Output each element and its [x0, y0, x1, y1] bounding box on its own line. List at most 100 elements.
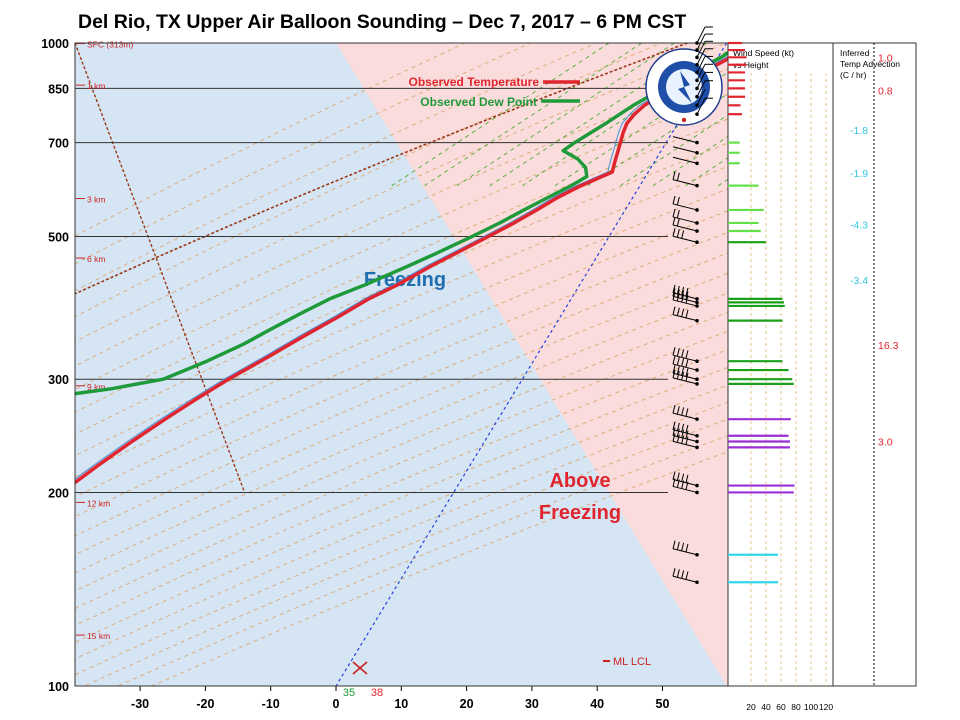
- guide-lines: [75, 43, 728, 686]
- surface-dewpoint-label: 35: [343, 687, 355, 699]
- wind-barb-shaft: [672, 377, 698, 385]
- wind-barb-shaft: [672, 479, 698, 487]
- wind-barb-flag: [676, 285, 680, 295]
- pressure-tick-label: 100: [48, 680, 69, 694]
- legend-temp-label: Observed Temperature: [409, 75, 540, 89]
- legend-dew-label: Observed Dew Point: [420, 95, 537, 109]
- pressure-tick-label: 700: [48, 137, 69, 151]
- wind-barb-station: [695, 304, 699, 308]
- freezing-isotherm: [335, 43, 728, 686]
- wind-barb-flag: [676, 289, 680, 298]
- wind-barb-station: [695, 417, 699, 421]
- height-label: 1 km: [87, 81, 105, 91]
- height-label: 12 km: [87, 498, 110, 508]
- advection-value-label: -3.4: [850, 275, 868, 287]
- parcel-trace-2: [75, 43, 246, 493]
- wind-barb-station: [695, 483, 699, 488]
- wind-tick-label: 20: [746, 702, 756, 712]
- dry-adiabat-line: [75, 142, 728, 435]
- wind-barb-flag: [672, 306, 676, 315]
- wind-barb-flag: [676, 229, 680, 238]
- pressure-tick-label: 500: [48, 231, 69, 245]
- dry-adiabat-line: [75, 330, 728, 610]
- wind-barb-flag: [685, 430, 689, 439]
- dry-adiabat-line: [75, 292, 728, 574]
- wind-barb-flag: [672, 369, 676, 379]
- wind-barb-shaft: [672, 363, 698, 371]
- x-tick-label: 0: [333, 697, 340, 711]
- x-tick-label: 50: [656, 697, 670, 711]
- x-tick-label: 30: [525, 697, 539, 711]
- pressure-tick-label: 200: [48, 486, 69, 500]
- above-freezing-label-2: Freezing: [539, 502, 621, 524]
- wind-barb-shaft: [672, 299, 698, 307]
- wind-barb-flag: [676, 479, 680, 488]
- height-label: 6 km: [87, 254, 105, 264]
- wind-barb-flag: [672, 228, 676, 237]
- wind-barb-flag: [685, 368, 689, 377]
- wind-barb-flag: [672, 365, 676, 374]
- wind-barb-flag: [685, 309, 689, 319]
- wind-barb-flag: [681, 480, 685, 489]
- advection-value-label: 0.8: [878, 86, 893, 98]
- wind-tick-label: 40: [761, 702, 771, 712]
- wind-barb-shaft: [672, 314, 698, 322]
- wind-barb-flag: [676, 292, 680, 302]
- region-backgrounds: [75, 43, 728, 686]
- dry-adiabat-line: [75, 188, 728, 478]
- wind-barb-station: [695, 433, 699, 438]
- x-tick-label: 40: [590, 697, 604, 711]
- advection-value-label: -1.8: [850, 125, 868, 137]
- wind-barb-station: [695, 490, 699, 495]
- wind-barb-flag: [685, 350, 689, 359]
- wind-barb-flag: [681, 308, 685, 317]
- wind-tick-label: 60: [776, 702, 786, 712]
- wind-barb-station: [695, 359, 699, 363]
- dry-adiabat-line: [75, 384, 728, 660]
- advection-value-label: 3.0: [878, 437, 893, 449]
- chart-title: Del Rio, TX Upper Air Balloon Sounding –…: [78, 11, 687, 33]
- wind-barb-shaft: [672, 412, 698, 420]
- wind-barb-flag: [685, 373, 689, 382]
- wind-barb-flag: [672, 421, 676, 430]
- wind-barb-flag: [685, 287, 689, 297]
- wind-barb-flag: [672, 405, 676, 414]
- wind-barb-shaft: [696, 72, 706, 89]
- advection-value-label: -4.3: [850, 219, 868, 231]
- wind-barb-flag: [672, 568, 676, 577]
- wind-barb-flag: [681, 570, 685, 579]
- wind-barb-shaft: [672, 136, 698, 144]
- dry-adiabat-line: [75, 210, 728, 498]
- wind-barb-shaft: [696, 97, 706, 115]
- wind-barb-flag: [676, 366, 680, 375]
- wind-barb-flag: [672, 471, 676, 480]
- wind-barb-flag: [681, 542, 685, 552]
- wind-barb-flag: [676, 357, 680, 366]
- advection-title-1: Inferred: [840, 48, 870, 58]
- dry-adiabat-line: [75, 93, 728, 391]
- wind-barb-flag: [685, 359, 689, 368]
- wind-barb-flag: [681, 371, 685, 381]
- wind-barb-station: [695, 382, 699, 386]
- wind-tick-label: 100: [804, 702, 818, 712]
- pressure-tick-label: 850: [48, 82, 69, 96]
- advection-value-label: 1.0: [878, 53, 893, 65]
- advection-title-3: (C / hr): [840, 70, 867, 80]
- wind-barb-flag: [681, 429, 685, 438]
- wind-barb-flag: [676, 348, 680, 357]
- wind-barb-flag: [685, 571, 689, 580]
- wind-barb-flag: [672, 355, 676, 365]
- surface-marker-b: [352, 661, 368, 675]
- wind-barb-flag: [681, 407, 685, 416]
- mixing-ratio-line: [620, 114, 728, 187]
- dry-adiabat-line: [75, 252, 728, 537]
- nws-logo-star: [681, 117, 687, 123]
- ml-lcl-label: ML LCL: [613, 656, 651, 668]
- wind-barb-shaft: [672, 354, 698, 362]
- parcel-trace: [75, 43, 688, 295]
- wind-barb-flag: [676, 541, 680, 550]
- wind-barb-station: [695, 377, 699, 382]
- advection-value-label: -1.9: [850, 168, 868, 180]
- wind-barb-station: [695, 445, 699, 450]
